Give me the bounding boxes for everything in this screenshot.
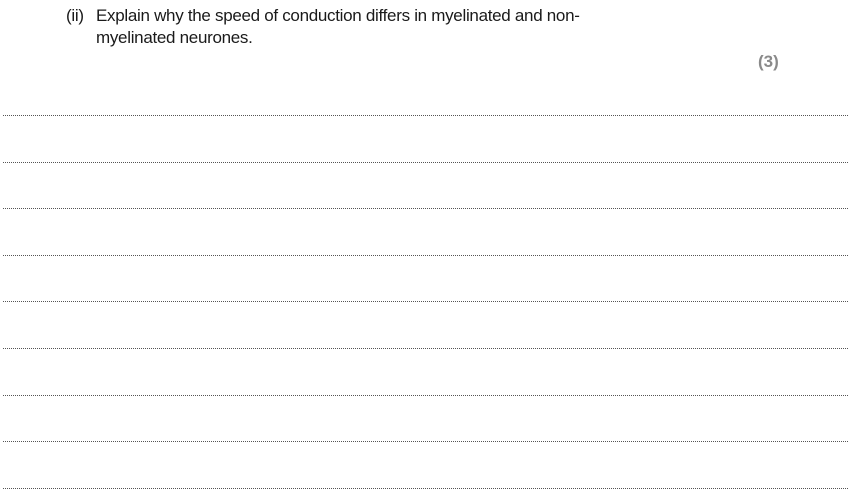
answer-line[interactable] [3, 487, 848, 489]
answer-line[interactable] [3, 115, 848, 116]
marks-label: (3) [758, 52, 779, 71]
answer-line[interactable] [3, 161, 848, 163]
question-text: Explain why the speed of conduction diff… [96, 6, 580, 47]
answer-line[interactable] [3, 208, 848, 210]
answer-line[interactable] [3, 394, 848, 396]
answer-line[interactable] [3, 301, 848, 303]
answer-line[interactable] [3, 348, 848, 349]
answer-line[interactable] [3, 441, 848, 443]
answer-line[interactable] [3, 254, 848, 256]
question-number: (ii) [66, 6, 84, 25]
